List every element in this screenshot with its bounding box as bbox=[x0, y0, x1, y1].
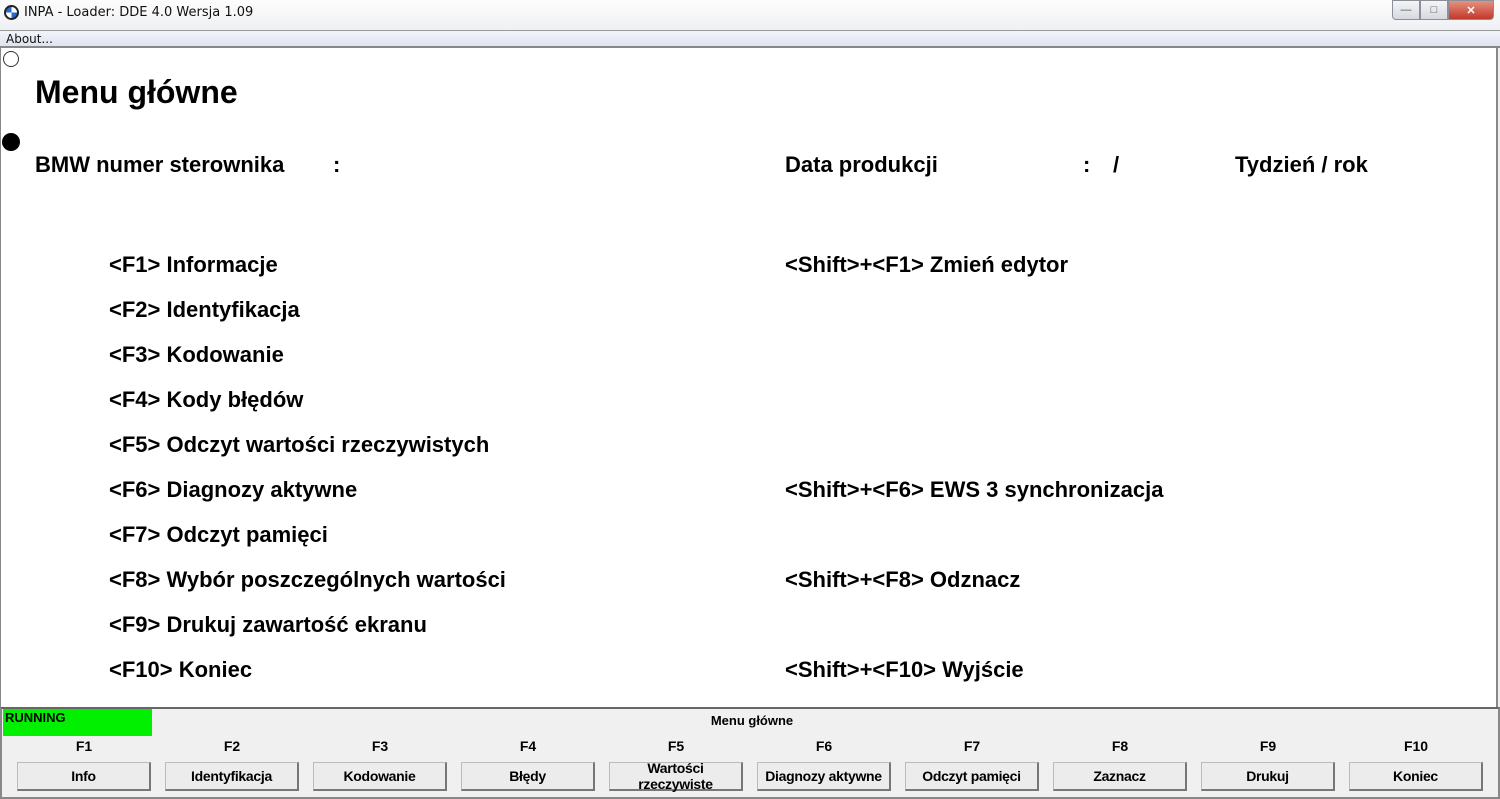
menu-item[interactable]: <F3> Kodowanie bbox=[109, 342, 284, 367]
menu-bar: About... bbox=[0, 30, 1500, 48]
menu-item[interactable]: <F7> Odczyt pamięci bbox=[109, 522, 328, 547]
menu-about[interactable]: About... bbox=[6, 32, 53, 46]
fkey-label-f10: F10 bbox=[1403, 738, 1429, 754]
window-title: INPA - Loader: DDE 4.0 Wersja 1.09 bbox=[24, 5, 254, 20]
maximize-button[interactable]: □ bbox=[1420, 0, 1448, 20]
fkey-button-f7[interactable]: Odczyt pamięci bbox=[905, 762, 1039, 791]
menu-item[interactable]: <F10> Koniec bbox=[109, 657, 253, 682]
production-date-separator: : bbox=[1083, 152, 1091, 177]
fkey-button-f3[interactable]: Kodowanie bbox=[313, 762, 447, 791]
shift-menu-item[interactable]: <Shift>+<F6> EWS 3 synchronizacja bbox=[785, 477, 1164, 502]
controller-label: BMW numer sterownika bbox=[35, 152, 285, 177]
fkey-label-f4: F4 bbox=[519, 738, 537, 754]
fkey-button-f2[interactable]: Identyfikacja bbox=[165, 762, 299, 791]
menu-item[interactable]: <F6> Diagnozy aktywne bbox=[109, 477, 358, 502]
menu-item[interactable]: <F8> Wybór poszczególnych wartości bbox=[109, 567, 506, 592]
fkey-button-f8[interactable]: Zaznacz bbox=[1053, 762, 1187, 791]
menu-item[interactable]: <F4> Kody błędów bbox=[109, 387, 304, 412]
screen-name: Menu główne bbox=[710, 713, 794, 728]
fkey-button-f6[interactable]: Diagnozy aktywne bbox=[757, 762, 891, 791]
close-button[interactable]: ✕ bbox=[1448, 0, 1494, 20]
page-title: Menu główne bbox=[35, 74, 238, 110]
status-panel: RUNNING Menu główne F1 Info F2 Identyfikacj… bbox=[0, 707, 1500, 799]
week-year-label: Tydzień / rok bbox=[1235, 152, 1368, 177]
fkey-label-f7: F7 bbox=[963, 738, 981, 754]
shift-menu-item[interactable]: <Shift>+<F1> Zmień edytor bbox=[785, 252, 1069, 277]
main-screen: Menu główne BMW numer sterownika : Data … bbox=[0, 48, 1498, 707]
fkey-button-f9[interactable]: Drukuj bbox=[1201, 762, 1335, 791]
title-bar: INPA - Loader: DDE 4.0 Wersja 1.09 — □ ✕ bbox=[0, 0, 1500, 30]
fkey-label-f6: F6 bbox=[815, 738, 833, 754]
menu-item[interactable]: <F1> Informacje bbox=[109, 252, 278, 277]
shift-menu-item[interactable]: <Shift>+<F8> Odznacz bbox=[785, 567, 1021, 592]
fkey-label-f2: F2 bbox=[223, 738, 241, 754]
radio-empty-icon bbox=[3, 51, 19, 67]
bmw-logo-icon bbox=[4, 5, 19, 20]
fkey-label-f1: F1 bbox=[75, 738, 93, 754]
fkey-button-f4[interactable]: Błędy bbox=[461, 762, 595, 791]
production-date-slash: / bbox=[1113, 152, 1120, 177]
menu-item[interactable]: <F2> Identyfikacja bbox=[109, 297, 300, 322]
controller-separator: : bbox=[333, 152, 341, 177]
menu-item[interactable]: <F5> Odczyt wartości rzeczywistych bbox=[109, 432, 490, 457]
fkey-button-f1[interactable]: Info bbox=[17, 762, 151, 791]
minimize-button[interactable]: — bbox=[1392, 0, 1420, 20]
shift-menu-item[interactable]: <Shift>+<F10> Wyjście bbox=[785, 657, 1024, 682]
fkey-label-f8: F8 bbox=[1111, 738, 1129, 754]
radio-filled-icon bbox=[2, 133, 20, 151]
running-status: RUNNING bbox=[3, 709, 152, 736]
menu-item[interactable]: <F9> Drukuj zawartość ekranu bbox=[109, 612, 427, 637]
fkey-button-f5[interactable]: Wartości rzeczywiste bbox=[609, 760, 743, 792]
fkey-label-f3: F3 bbox=[371, 738, 389, 754]
fkey-label-f9: F9 bbox=[1259, 738, 1277, 754]
production-date-label: Data produkcji bbox=[785, 152, 938, 177]
fkey-button-f10[interactable]: Koniec bbox=[1349, 762, 1483, 791]
fkey-label-f5: F5 bbox=[667, 738, 685, 754]
